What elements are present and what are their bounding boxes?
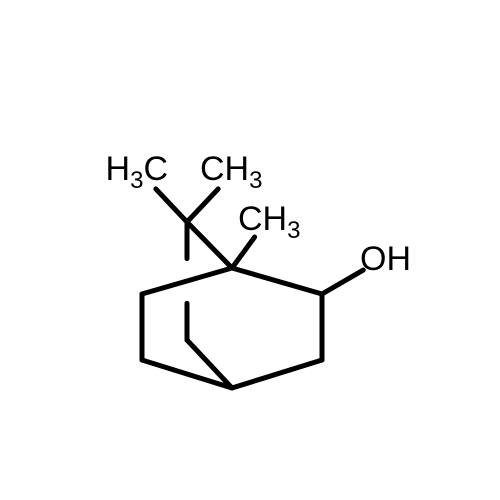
bond	[232, 237, 255, 268]
bond	[187, 189, 218, 222]
atom-label-m3: CH3	[238, 200, 300, 244]
bond	[232, 268, 322, 294]
bond	[322, 270, 363, 294]
bond	[187, 222, 232, 268]
bond	[142, 268, 232, 294]
chemical-structure: H3C CH3 CH3 OH	[0, 0, 500, 500]
bond	[156, 189, 187, 222]
atom-label-m1: H3C	[106, 150, 168, 194]
atom-label-m2: CH3	[200, 150, 262, 194]
atom-label-oh: OH	[360, 240, 411, 278]
bond	[232, 360, 322, 388]
